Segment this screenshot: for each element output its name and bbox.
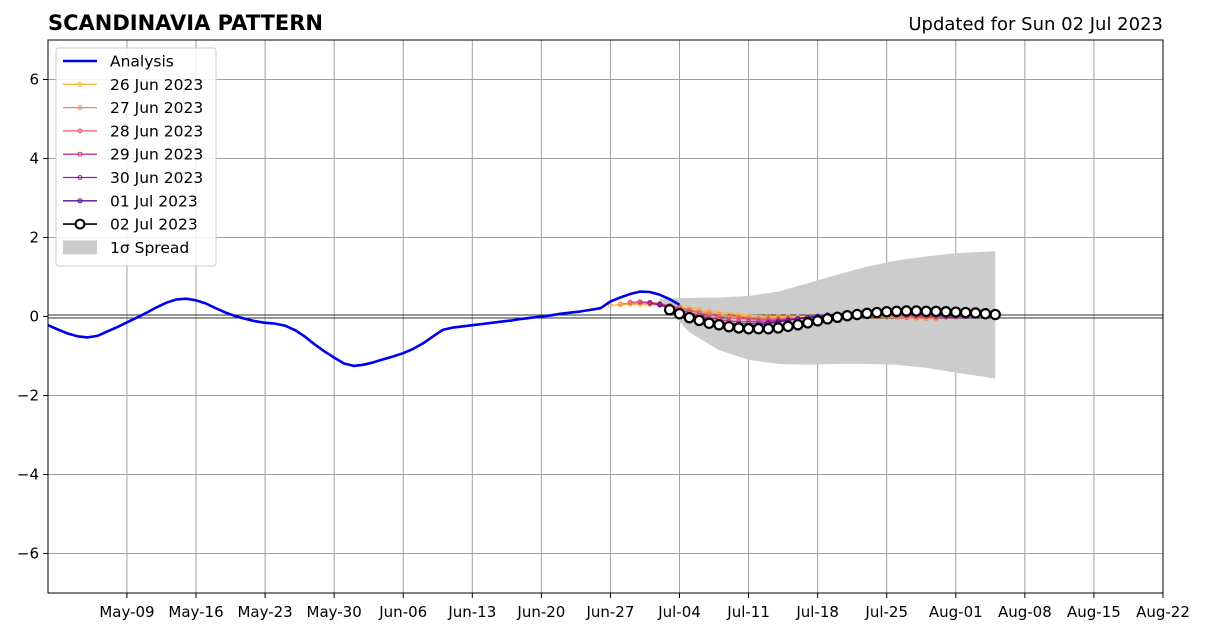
latest-forecast-point	[673, 308, 686, 320]
x-tick-label: Aug-08	[998, 603, 1052, 621]
legend-entry-label: 28 Jun 2023	[110, 122, 203, 140]
x-tick-label: Jun-20	[516, 603, 565, 621]
legend-swatch-spread	[63, 240, 97, 255]
y-tick-label: −2	[17, 387, 39, 405]
latest-forecast-point	[920, 305, 932, 318]
x-tick-label: Aug-22	[1136, 603, 1190, 621]
latest-forecast-point	[959, 306, 972, 319]
latest-forecast-point	[742, 323, 755, 335]
legend-marker-forecast	[77, 105, 83, 111]
latest-forecast-point	[900, 305, 913, 317]
legend-entry-label: 29 Jun 2023	[110, 146, 203, 164]
legend-marker-forecast	[77, 175, 83, 180]
forecast-line	[610, 303, 818, 318]
y-tick-label: 0	[29, 308, 39, 326]
latest-forecast-point	[713, 319, 725, 331]
latest-forecast-point	[802, 317, 814, 329]
latest-forecast-point	[772, 322, 784, 334]
latest-forecast-point	[723, 321, 735, 333]
y-tick-label: 2	[29, 229, 39, 247]
chart-subtitle: Updated for Sun 02 Jul 2023	[908, 14, 1163, 35]
x-tick-label: Jun-06	[378, 603, 427, 621]
x-tick-label: May-09	[99, 603, 154, 621]
forecast-point	[706, 312, 712, 318]
latest-forecast-point	[930, 305, 942, 318]
x-tick-label: Jun-13	[447, 603, 496, 621]
legend-entry-label: 30 Jun 2023	[110, 169, 203, 187]
latest-forecast-point	[881, 306, 893, 318]
x-tick-label: Jul-25	[864, 603, 908, 621]
forecast-point	[647, 300, 653, 306]
x-tick-label: Jun-27	[585, 603, 634, 621]
y-tick-label: 4	[29, 150, 39, 168]
forecast-point	[736, 315, 742, 321]
latest-forecast-point	[663, 304, 676, 316]
latest-forecast-point	[841, 310, 853, 322]
forecast-point	[637, 299, 643, 305]
latest-forecast-point	[979, 308, 992, 320]
latest-forecast-point	[693, 314, 705, 327]
x-tick-label: Aug-01	[929, 603, 983, 621]
forecast-point	[657, 302, 663, 308]
latest-forecast-point	[851, 308, 863, 321]
forecast-point	[716, 314, 722, 319]
latest-forecast-point	[861, 307, 873, 320]
legend-entry-label: Analysis	[110, 53, 174, 71]
latest-forecast-point	[752, 323, 765, 335]
legend-box	[55, 47, 217, 267]
legend-entry-label: 27 Jun 2023	[110, 99, 203, 117]
forecast-point	[617, 301, 623, 307]
x-tick-label: Jul-04	[657, 603, 701, 621]
forecast-point	[607, 302, 613, 308]
x-tick-label: May-16	[168, 603, 223, 621]
y-tick-label: −4	[17, 466, 39, 484]
forecast-point	[726, 315, 732, 321]
latest-forecast-point	[890, 305, 903, 318]
latest-forecast-point	[989, 308, 1001, 321]
legend-entry-label: 1σ Spread	[110, 239, 189, 257]
legend: Analysis 26 Jun 2023 27 Jun 2023 28 Jun 202…	[55, 47, 217, 267]
latest-forecast-point	[950, 306, 962, 318]
legend-entry-label: 01 Jul 2023	[110, 192, 198, 210]
legend-marker-forecast	[77, 128, 83, 134]
x-tick-label: May-23	[237, 603, 292, 621]
legend-marker-forecast	[77, 81, 83, 87]
latest-forecast-point	[792, 319, 804, 331]
latest-forecast-point	[969, 307, 982, 319]
latest-forecast-point	[683, 311, 696, 324]
forecast-point	[627, 299, 633, 305]
latest-forecast-point	[782, 320, 794, 333]
latest-forecast-point	[831, 311, 844, 323]
x-tick-label: Jul-18	[795, 603, 839, 621]
legend-entry-label: 26 Jun 2023	[110, 76, 203, 94]
y-tick-label: −6	[17, 545, 39, 563]
y-tick-label: 6	[29, 71, 39, 89]
latest-forecast-point	[821, 313, 834, 325]
x-tick-label: Aug-15	[1067, 603, 1121, 621]
latest-forecast-point	[733, 322, 745, 334]
latest-forecast-point	[811, 315, 824, 327]
latest-forecast-point	[703, 317, 715, 329]
x-tick-label: May-30	[307, 603, 362, 621]
chart-title: SCANDINAVIA PATTERN	[48, 11, 323, 35]
forecast-point	[746, 316, 752, 322]
x-tick-label: Jul-11	[726, 603, 770, 621]
legend-marker-latest	[74, 218, 86, 230]
latest-forecast-point	[940, 306, 952, 318]
latest-forecast-point	[762, 323, 775, 335]
tick-layer: May-09 May-16 May-23 May-30 Jun-06 Jun-13 Jun-…	[17, 71, 1190, 622]
legend-entry-label: 02 Jul 2023	[110, 216, 198, 234]
analysis-line	[47, 290, 681, 368]
legend-marker-forecast	[77, 151, 83, 157]
legend-marker-forecast	[77, 198, 83, 204]
latest-forecast-point	[871, 306, 883, 319]
latest-forecast-point	[910, 305, 923, 317]
series-layer	[47, 290, 1001, 368]
